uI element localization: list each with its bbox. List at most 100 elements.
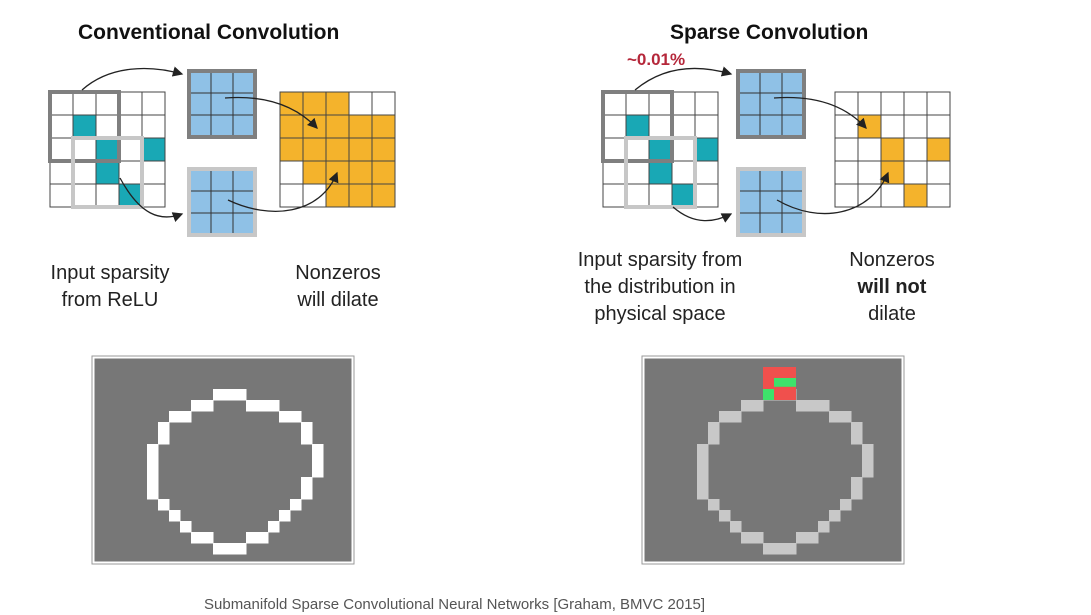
grid-cell xyxy=(325,114,350,139)
grid-cell xyxy=(903,183,928,208)
window-frame xyxy=(736,69,806,139)
grid-cell xyxy=(671,137,696,162)
ring-pixel xyxy=(224,543,236,555)
image-border xyxy=(641,355,905,565)
grid-cell xyxy=(671,91,696,116)
grid-cell xyxy=(737,190,761,214)
ring-pixel xyxy=(862,466,874,478)
grid-cell xyxy=(602,114,627,139)
ring-pixel xyxy=(158,499,170,511)
left-title: Conventional Convolution xyxy=(78,21,340,44)
grid-cell xyxy=(325,160,350,185)
ring-pixel xyxy=(224,389,236,401)
grid-cell xyxy=(671,114,696,139)
ring-pixel xyxy=(697,444,709,456)
ring-pixel xyxy=(763,543,775,555)
ring-pixel xyxy=(697,466,709,478)
right-input-grid xyxy=(601,90,719,209)
right-output-caption: Nonzeros will not dilate xyxy=(822,247,962,328)
grid-cell xyxy=(694,114,719,139)
grid-cell xyxy=(188,70,212,94)
image-border xyxy=(91,355,355,565)
ring-pixel xyxy=(169,510,181,522)
grid-cell xyxy=(737,212,761,236)
ring-pixel xyxy=(730,521,742,533)
grid-cell xyxy=(348,183,373,208)
grid-cell xyxy=(781,212,805,236)
grid-cell xyxy=(210,114,234,138)
left-output-caption-line-2: will dilate xyxy=(297,289,379,311)
grid-cell xyxy=(279,137,304,162)
ring-pixel xyxy=(158,433,170,445)
grid-cell xyxy=(371,183,396,208)
ring-pixel xyxy=(840,411,852,423)
grid-cell xyxy=(141,114,166,139)
grid-cell xyxy=(279,183,304,208)
ring-pixel xyxy=(840,499,852,511)
grid-cell xyxy=(279,160,304,185)
grid-cell xyxy=(232,70,256,94)
grid-cell xyxy=(72,183,97,208)
connector-arrow xyxy=(634,66,733,91)
grid-cell xyxy=(737,92,761,116)
grid-cell xyxy=(759,92,783,116)
grid-cell xyxy=(834,137,859,162)
grid-cell xyxy=(602,160,627,185)
grid-cell xyxy=(348,160,373,185)
grid-cell xyxy=(302,160,327,185)
window-frame xyxy=(187,69,257,139)
grid-cell xyxy=(95,114,120,139)
ring-pixel xyxy=(851,477,863,489)
grid-cell xyxy=(834,160,859,185)
ring-pixel xyxy=(807,400,819,412)
ring-pixel xyxy=(279,411,291,423)
ring-pixel xyxy=(202,532,214,544)
grid-cell xyxy=(232,212,256,236)
grid-cell xyxy=(737,70,761,94)
ring-pixel xyxy=(862,455,874,467)
grid-cell xyxy=(141,183,166,208)
grid-cell xyxy=(625,114,650,139)
ring-pixel xyxy=(213,543,225,555)
left-input-grid xyxy=(48,90,166,209)
grid-cell xyxy=(348,114,373,139)
ring-pixel xyxy=(697,455,709,467)
highlight-green xyxy=(774,378,796,387)
window-frame xyxy=(187,167,257,237)
grid-cell xyxy=(72,91,97,116)
ring-pixel xyxy=(301,477,313,489)
ring-pixel xyxy=(774,543,786,555)
connector-arrow xyxy=(773,96,867,129)
ring-pixel xyxy=(796,532,808,544)
grid-cell xyxy=(72,114,97,139)
right-kernel-bottom xyxy=(736,167,806,237)
ring-pixel xyxy=(268,521,280,533)
connector-arrow xyxy=(81,66,184,91)
grid-cell xyxy=(371,160,396,185)
ring-pixel xyxy=(158,422,170,434)
grid-cell xyxy=(648,91,673,116)
connector-arrow xyxy=(672,206,733,223)
grid-cell xyxy=(694,183,719,208)
grid-cell xyxy=(72,137,97,162)
grid-cell xyxy=(737,114,761,138)
grid-cell xyxy=(348,91,373,116)
ring-pixel xyxy=(257,400,269,412)
left-output-caption: Nonzeros will dilate xyxy=(268,260,408,314)
grid-cell xyxy=(188,168,212,192)
grid-cell xyxy=(759,190,783,214)
grid-cell xyxy=(279,91,304,116)
grid-cell xyxy=(759,114,783,138)
grid-cell xyxy=(232,190,256,214)
ring-pixel xyxy=(290,499,302,511)
grid-cell xyxy=(781,114,805,138)
window-frame xyxy=(48,90,121,163)
ring-pixel xyxy=(312,455,324,467)
ring-pixel xyxy=(257,532,269,544)
ring-pixel xyxy=(697,477,709,489)
grid-cell xyxy=(857,160,882,185)
grid-cell xyxy=(118,160,143,185)
ring-pixel xyxy=(312,466,324,478)
ring-pixel xyxy=(147,488,159,500)
grid-cell xyxy=(279,114,304,139)
